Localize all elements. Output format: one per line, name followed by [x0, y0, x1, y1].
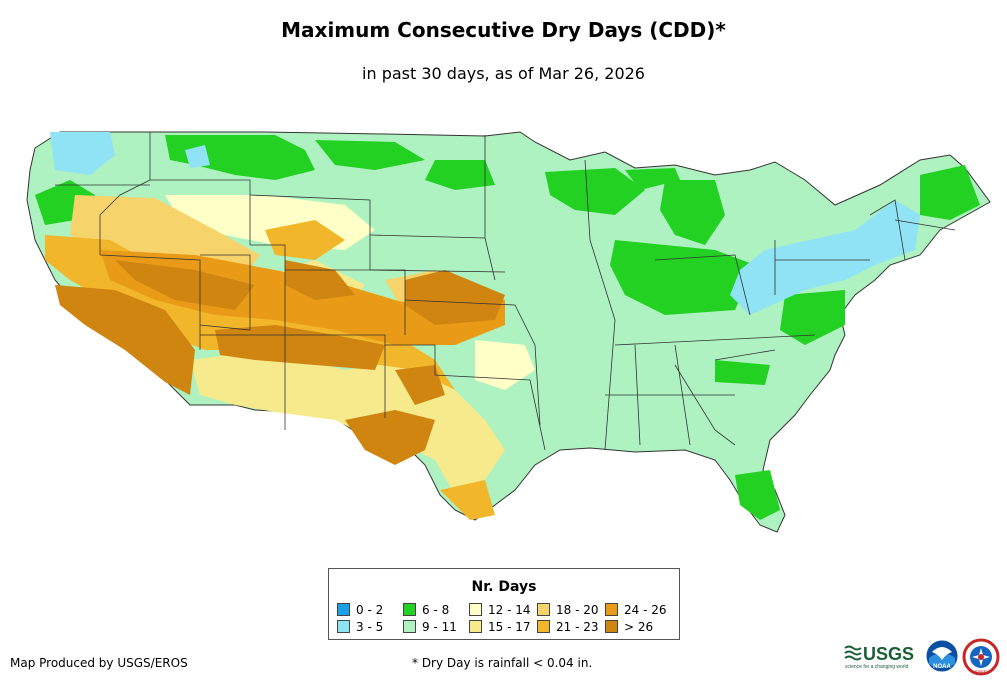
map-subtitle: in past 30 days, as of Mar 26, 2026: [362, 64, 645, 83]
legend-item: 0 - 2: [337, 603, 383, 617]
legend-item: 6 - 8: [403, 603, 449, 617]
noaa-logo: NOAA: [926, 640, 958, 672]
legend-item: 12 - 14: [469, 603, 531, 617]
svg-text:NWS: NWS: [975, 670, 987, 676]
legend-swatch: [605, 603, 618, 616]
legend-swatch: [337, 620, 350, 633]
zone-6-8: [35, 135, 980, 520]
legend-swatch: [469, 620, 482, 633]
legend-swatch: [403, 620, 416, 633]
svg-text:science for a changing world: science for a changing world: [845, 664, 909, 670]
map-title: Maximum Consecutive Dry Days (CDD)*: [281, 18, 726, 42]
legend-item: 21 - 23: [537, 620, 599, 634]
legend-item: > 26: [605, 620, 653, 634]
legend-item: 3 - 5: [337, 620, 383, 634]
zone-3-5: [50, 132, 920, 315]
legend-item: 9 - 11: [403, 620, 457, 634]
legend-title: Nr. Days: [471, 579, 537, 595]
legend-swatch: [337, 603, 350, 616]
legend: Nr. Days 0 - 2 3 - 5 6 - 8 9 - 11 12 - 1…: [328, 568, 680, 640]
legend-swatch: [605, 620, 618, 633]
legend-swatch: [537, 620, 550, 633]
zone-over-26: [55, 260, 505, 465]
legend-swatch: [469, 603, 482, 616]
legend-item: 18 - 20: [537, 603, 599, 617]
state-boundaries: [55, 132, 956, 451]
legend-item: 24 - 26: [605, 603, 667, 617]
nws-logo: NWS: [962, 638, 1000, 676]
svg-text:USGS: USGS: [863, 644, 914, 664]
legend-item: 15 - 17: [469, 620, 531, 634]
legend-swatch: [537, 603, 550, 616]
usgs-logo: USGS science for a changing world: [844, 644, 914, 670]
svg-text:NOAA: NOAA: [933, 664, 951, 670]
credit-text: Map Produced by USGS/EROS: [10, 656, 188, 670]
cdd-map: [26, 131, 991, 533]
legend-swatch: [403, 603, 416, 616]
footnote-text: * Dry Day is rainfall < 0.04 in.: [412, 656, 593, 670]
